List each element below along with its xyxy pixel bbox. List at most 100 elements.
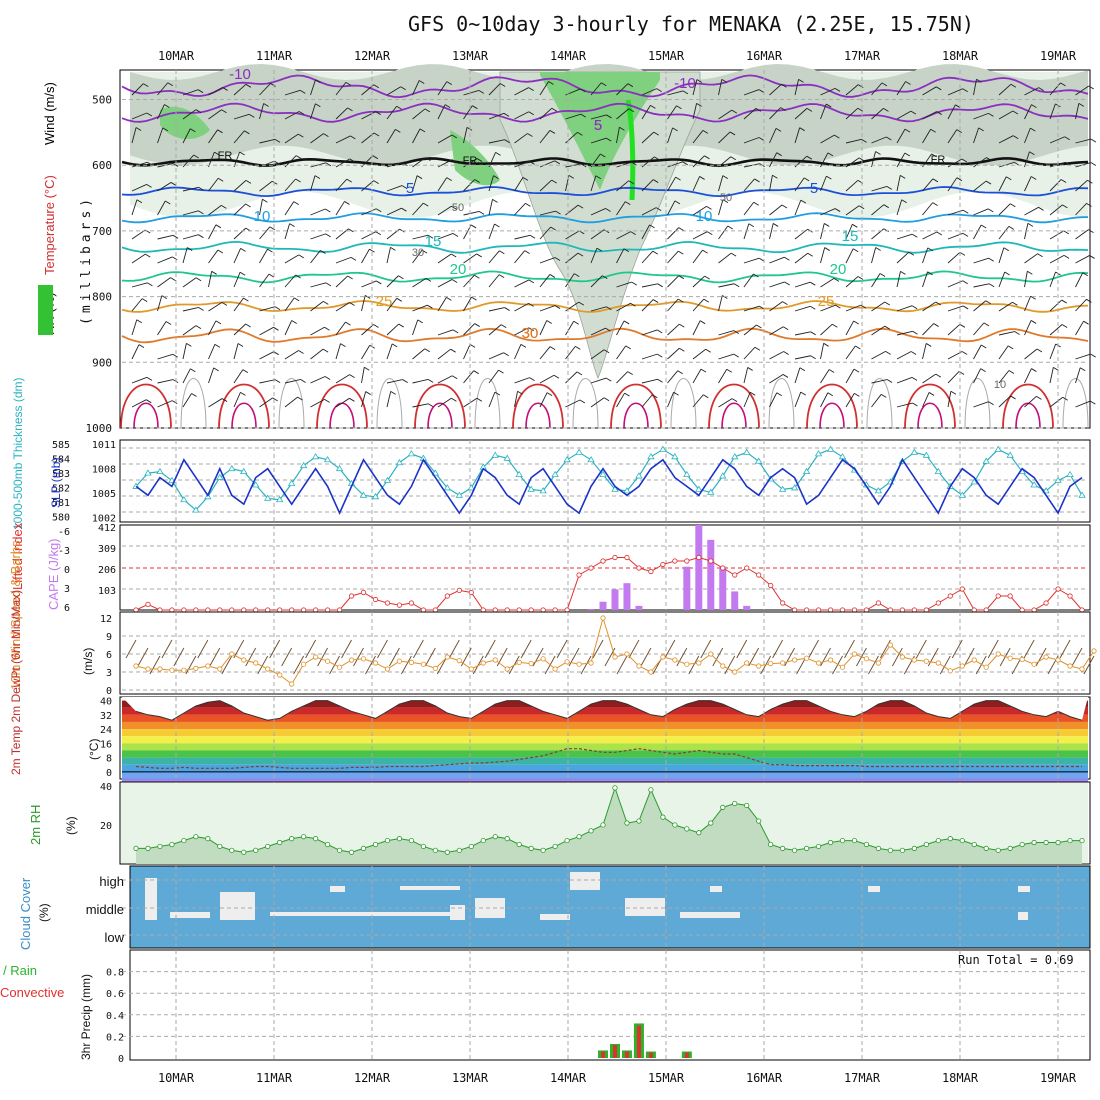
- wind-barb-flag: [424, 108, 431, 113]
- wind-barb-flag: [1006, 176, 1012, 181]
- thickness-line-point: [814, 450, 823, 457]
- wind-barb-flag: [427, 378, 434, 383]
- wind-barb: [794, 177, 805, 192]
- wind-barb: [565, 346, 576, 360]
- thickness-line-point: [1006, 451, 1014, 458]
- wind-barb: [259, 226, 271, 240]
- wind-barb-flag: [731, 109, 738, 114]
- wind-barb: [947, 391, 952, 408]
- wind-barb: [565, 132, 578, 144]
- wind-barb: [463, 89, 479, 96]
- wind-barb-flag: [730, 156, 736, 161]
- wind-barb-flag: [400, 86, 406, 91]
- wind-barb-flag: [522, 177, 529, 181]
- wind-barb-flag: [625, 345, 631, 350]
- wind10m-barb: [185, 655, 197, 675]
- li-tick-label: -3: [58, 546, 70, 557]
- wind-barb: [769, 204, 783, 216]
- wind-barb: [667, 127, 674, 144]
- wind-barb-flag: [1037, 253, 1043, 258]
- thickness-line-point: [299, 461, 308, 469]
- wind-barb: [361, 324, 374, 336]
- wind-barb: [794, 228, 808, 240]
- wind10m-speed-line-point: [396, 658, 403, 664]
- temp2m-unit: (°C): [87, 739, 101, 760]
- wind-barb-flag: [828, 369, 835, 373]
- wind-barb: [157, 104, 165, 120]
- wind-barb: [667, 90, 684, 96]
- rh2m-line-point: [887, 847, 894, 853]
- precip-convective-bar: [684, 1052, 689, 1058]
- wind-barb-flag: [1003, 247, 1010, 252]
- wind-barb: [259, 379, 276, 384]
- cloud-tick-label: middle: [86, 902, 124, 917]
- rh2m-line-point: [1043, 839, 1049, 846]
- wind-barb-flag: [274, 379, 281, 384]
- cloud-block: [868, 886, 880, 892]
- temp-contour-minus10: [121, 74, 1089, 99]
- wind-barb-flag: [857, 276, 864, 280]
- wind-barb-flag: [1031, 368, 1037, 372]
- wind-barb: [157, 256, 173, 264]
- wind-barb-flag: [549, 130, 556, 134]
- lifted-index-line-point: [636, 565, 642, 571]
- wind-barb-flag: [315, 103, 321, 108]
- wind-barb: [820, 134, 835, 144]
- wind-barb: [1024, 206, 1039, 216]
- wind-barb-flag: [875, 247, 881, 251]
- wind-barb: [718, 369, 728, 384]
- wind-barb-flag: [603, 397, 610, 402]
- wind-barb: [208, 109, 222, 120]
- wind-barb: [922, 86, 937, 96]
- thickness-line-point: [778, 485, 787, 492]
- temp-contour-35: [806, 383, 858, 429]
- upper-ylabel-mb: (millibars): [79, 195, 94, 325]
- wind-barb: [590, 175, 597, 192]
- date-label-top: 12MAR: [354, 49, 391, 63]
- wind-barb: [412, 277, 427, 288]
- wind-barb-flag: [704, 155, 710, 160]
- wind10m-barb: [353, 647, 364, 667]
- pressure-tick-label: 600: [92, 159, 112, 172]
- wind10m-speed-line-point: [684, 661, 690, 667]
- wind10m-speed-line-point: [1031, 661, 1037, 667]
- wind10m-speed-line-point: [145, 666, 151, 672]
- wind-barb: [335, 302, 350, 312]
- precip-ylabel-conv: Convective: [0, 985, 64, 1000]
- wind-barb: [590, 275, 603, 288]
- wind-barb: [514, 279, 530, 288]
- wind-barb: [233, 297, 244, 312]
- wind-tick-label: 0: [106, 686, 112, 697]
- wind-barb-flag: [827, 152, 834, 157]
- wind-barb: [922, 231, 938, 240]
- contour-label: FR: [218, 150, 233, 162]
- wind-barb: [616, 231, 631, 240]
- wind-barb-flag: [1014, 331, 1020, 335]
- wind-barb: [463, 344, 471, 360]
- thickness-line-point: [719, 472, 727, 479]
- wind-barb: [539, 374, 555, 384]
- wind-barb-flag: [784, 281, 790, 286]
- temp-color-band: [122, 750, 1088, 758]
- thickness-line-point: [515, 470, 523, 477]
- rh2m-line-point: [827, 839, 834, 846]
- wind-barb-flag: [950, 390, 957, 395]
- wind-barb-flag: [172, 234, 179, 239]
- li-tick-label: 3: [64, 584, 70, 595]
- wind-barb-flag: [550, 226, 556, 231]
- wind-barb: [743, 202, 755, 216]
- wind-barb: [998, 83, 1012, 96]
- wind10m-unit: (m/s): [81, 648, 95, 675]
- wind-barb: [386, 162, 403, 168]
- wind-barb-flag: [349, 158, 355, 163]
- wind-barb-flag: [520, 343, 527, 348]
- wind-barb-flag: [959, 251, 966, 256]
- chart-title: GFS 0~10day 3-hourly for MENAKA (2.25E, …: [408, 12, 974, 36]
- wind-barb: [922, 111, 937, 120]
- wind-barb: [947, 323, 961, 336]
- rh2m-line-point: [348, 849, 355, 855]
- wind-barb-flag: [529, 234, 536, 239]
- wind-barb-flag: [1030, 320, 1037, 324]
